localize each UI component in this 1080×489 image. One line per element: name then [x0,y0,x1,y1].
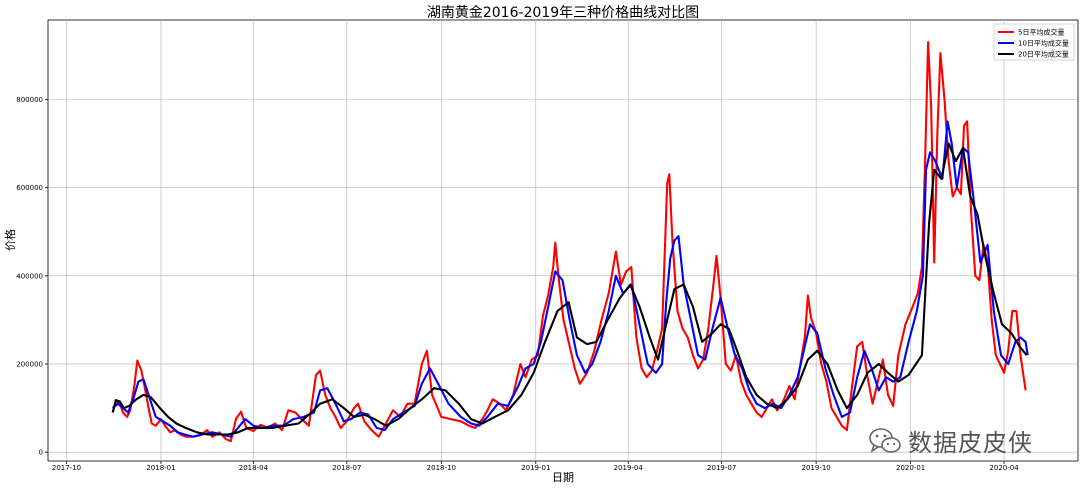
legend-label-2: 10日平均成交量 [1018,39,1069,48]
legend: 5日平均成交量 10日平均成交量 20日平均成交量 [993,23,1075,61]
legend-label-1: 5日平均成交量 [1018,28,1064,37]
y-tick-label: 400000 [16,272,43,280]
x-tick-label: 2017-10 [52,464,81,472]
y-tick-label: 600000 [16,184,43,192]
x-tick-label: 2018-04 [239,464,269,472]
wechat-icon [869,427,901,453]
gridlines [48,20,1078,461]
watermark-text: 数据皮皮侠 [908,429,1033,457]
x-tick-label: 2019-07 [707,464,736,472]
series-line-3 [111,142,1028,436]
y-axis-title: 价格 [3,229,17,251]
y-tick-label: 0 [39,449,43,457]
x-tick-label: 2019-10 [802,464,831,472]
x-tick-label: 2019-01 [521,464,550,472]
x-tick-label: 2018-07 [332,464,361,472]
x-tick-label: 2020-01 [896,464,925,472]
x-tick-label: 2020-04 [989,464,1019,472]
y-axis-ticks: 0 200000 400000 600000 800000 [16,96,48,457]
x-axis-title: 日期 [552,471,574,484]
y-tick-label: 200000 [16,360,43,368]
series-line-1 [111,41,1027,443]
chart-title: 湖南黄金2016-2019年三种价格曲线对比图 [427,4,699,21]
x-tick-label: 2019-04 [614,464,644,472]
x-axis-ticks: 2017-10 2018-01 2018-04 2018-07 2018-10 2019-… [52,461,1019,472]
watermark: 数据皮皮侠 [868,423,1033,458]
x-tick-label: 2018-01 [146,464,175,472]
x-tick-label: 2018-10 [427,464,456,472]
legend-label-3: 20日平均成交量 [1018,50,1069,59]
plot-area [47,19,1079,462]
y-tick-label: 800000 [16,96,43,104]
series-lines [111,41,1029,443]
